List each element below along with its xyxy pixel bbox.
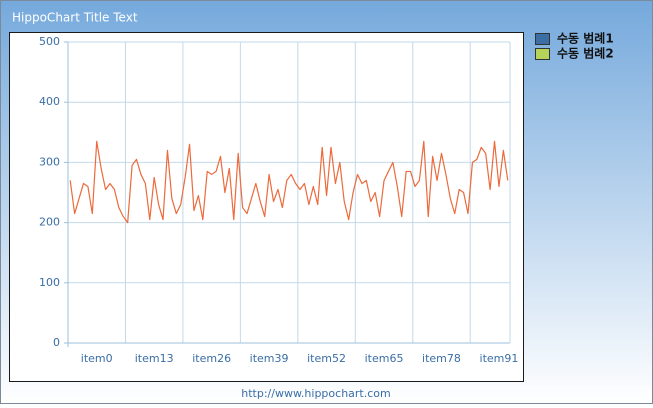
x-tick-label: item78 <box>422 352 461 365</box>
y-tick-label: 400 <box>39 95 60 108</box>
legend-label: 수동 범례2 <box>557 46 614 61</box>
x-tick-label: item39 <box>250 352 289 365</box>
chart-title: HippoChart Title Text <box>12 11 138 25</box>
y-tick-label: 100 <box>39 276 60 289</box>
legend-label: 수동 범례1 <box>557 31 614 46</box>
y-tick-label: 0 <box>53 336 60 349</box>
y-tick-label: 300 <box>39 155 60 168</box>
x-tick-label: item13 <box>135 352 174 365</box>
y-tick-label: 500 <box>39 35 60 48</box>
footer: http://www.hippochart.com <box>241 387 390 400</box>
line-series <box>69 140 509 224</box>
y-tick-label: 200 <box>39 216 60 229</box>
x-tick-label: item91 <box>480 352 519 365</box>
x-tick-label: item52 <box>307 352 346 365</box>
x-tick-label: item65 <box>365 352 404 365</box>
plot-panel <box>9 32 524 382</box>
legend-swatch <box>535 48 550 60</box>
x-tick-label: item0 <box>81 352 113 365</box>
legend-swatch <box>535 33 550 45</box>
x-tick-label: item26 <box>192 352 231 365</box>
